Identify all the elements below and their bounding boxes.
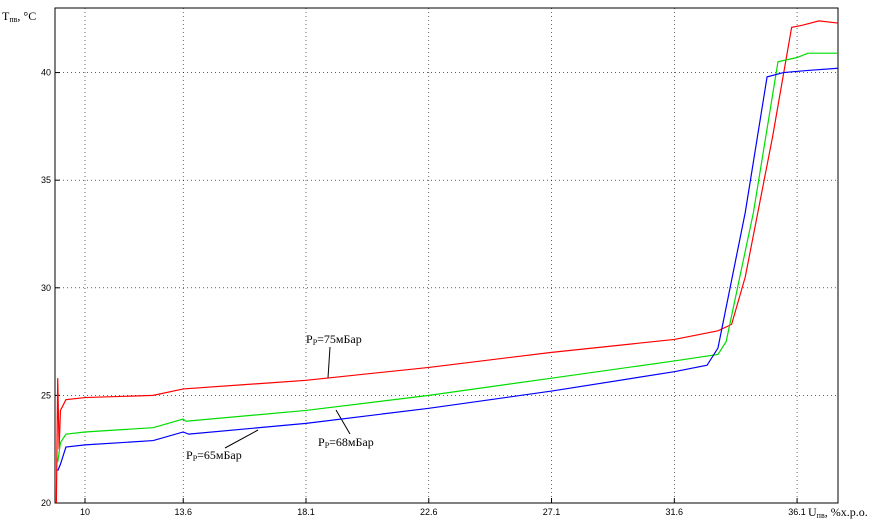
- plot-frame: [54, 7, 839, 504]
- series-line: [55, 20, 839, 504]
- x-tick-label: 22.6: [420, 507, 438, 517]
- y-tick-label: 20: [41, 498, 51, 508]
- x-axis-label: Uпв, %х.р.о.: [808, 505, 868, 520]
- x-tick-label: 36.1: [788, 507, 806, 517]
- annotation: PР=68мБар: [318, 435, 374, 450]
- y-tick-label: 40: [41, 68, 51, 78]
- series-line: [57, 52, 838, 463]
- leader-line: [335, 409, 351, 435]
- leader-line: [224, 429, 259, 449]
- annotation: PР=65мБар: [186, 448, 242, 463]
- x-tick-label: 10: [80, 507, 90, 517]
- leader-line: [327, 346, 331, 379]
- x-tick-label: 31.6: [666, 507, 684, 517]
- x-tick-label: 27.1: [543, 507, 561, 517]
- series-line: [57, 67, 839, 471]
- y-tick-label: 25: [41, 390, 51, 400]
- x-tick-label: 18.1: [297, 507, 315, 517]
- y-tick-label: 35: [41, 175, 51, 185]
- y-axis-label: Tпв, °C: [2, 9, 36, 24]
- annotation: PР=75мБар: [306, 332, 362, 347]
- y-tick-label: 30: [41, 283, 51, 293]
- x-tick-label: 13.6: [174, 507, 192, 517]
